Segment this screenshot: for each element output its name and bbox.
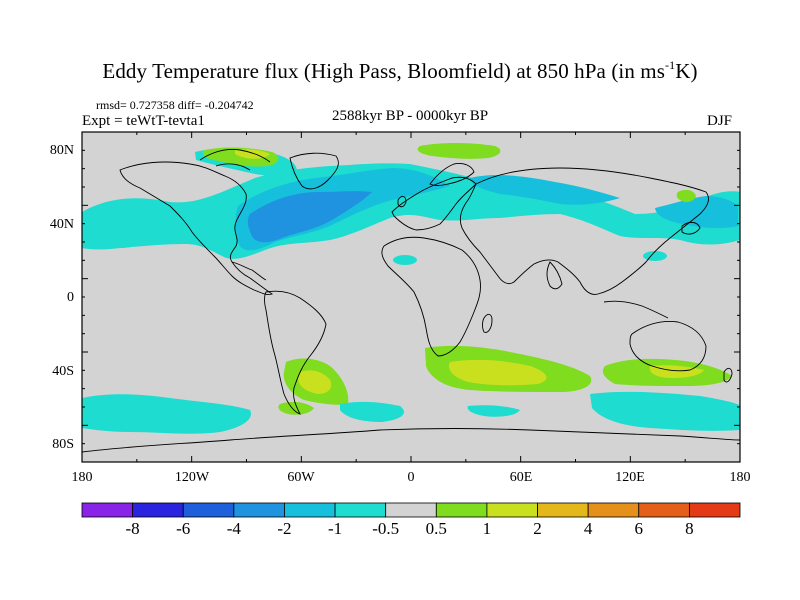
colorbar-label: -0.5 [372, 519, 400, 538]
n-pacific-blue-core [655, 196, 738, 229]
japan-coast [681, 221, 701, 235]
colorbar-label: -8 [125, 519, 140, 538]
greenland-green-patch [417, 143, 501, 159]
colorbar-swatch [182, 502, 235, 518]
indonesia-coast [603, 300, 669, 319]
flux-field [82, 143, 740, 434]
lon-label-180e: 180 [729, 470, 751, 485]
colorbar-swatch [435, 502, 488, 518]
australia-coast [629, 321, 707, 372]
colorbar-swatch [233, 502, 285, 518]
colorbar-label: -6 [176, 519, 191, 538]
colorbar-swatch [385, 502, 437, 518]
colorbar-swatch [537, 502, 589, 518]
southern-ocean-green-west [278, 401, 314, 415]
stats-line: rmsd= 0.727358 diff= -0.204742 [96, 98, 254, 112]
lat-label-40n: 40N [49, 217, 74, 232]
colorbar-label: -2 [277, 519, 292, 538]
canadian-arctic-coast [199, 149, 271, 171]
season-label: DJF [707, 113, 733, 129]
lon-label-120e: 120E [615, 470, 645, 485]
colorbar-label: 1 [482, 519, 492, 538]
lon-label-180w: 180 [71, 470, 93, 485]
southern-ocean-cyan-mid [467, 405, 520, 417]
colorbar-swatch [587, 502, 640, 518]
colorbar-label: 0.5 [425, 519, 447, 538]
colorbar-label: 8 [685, 519, 694, 538]
lon-label-60w: 60W [287, 470, 315, 485]
atlantic-deep-blue-core [247, 191, 372, 243]
southern-ocean-cyan-atl [340, 401, 404, 422]
lat-label-0: 0 [67, 290, 74, 305]
southern-ocean-cyan-west [82, 394, 251, 434]
madagascar-coast [482, 313, 493, 333]
colorbar-label: -1 [327, 519, 343, 538]
europe-coast [391, 176, 477, 231]
experiment-label: Expt = teWtT-tevta1 [82, 113, 205, 129]
colorbar-swatch [486, 502, 538, 518]
lon-label-120w: 120W [174, 470, 210, 485]
africa-coast [381, 236, 481, 357]
mid-atlantic-cyan-blob [100, 236, 140, 248]
southern-ocean-cyan-east [590, 391, 740, 431]
siberia-cyan-track [470, 175, 620, 205]
scandinavia-coast [429, 163, 475, 186]
colorbar-swatch [81, 502, 134, 518]
north-america-coast [119, 161, 274, 295]
colorbar-label: -4 [226, 519, 241, 538]
india-coast [546, 261, 563, 290]
chart-title: Eddy Temperature flux (High Pass, Bloomf… [0, 58, 800, 84]
lon-label-60e: 60E [509, 470, 533, 485]
south-america-yellow-core [298, 370, 332, 394]
lat-label-40s: 40S [52, 364, 74, 379]
south-america-coast [264, 290, 327, 415]
new-zealand-coast [723, 367, 733, 383]
antarctica-coast [82, 428, 740, 453]
asia-coast [459, 167, 709, 295]
lon-label-0: 0 [407, 470, 415, 485]
period-label: 2588kyr BP - 0000kyr BP [331, 108, 489, 124]
title-end: K) [675, 59, 698, 83]
colorbar-label: 6 [634, 519, 644, 538]
colorbar-label: 4 [583, 519, 593, 538]
title-superscript: -1 [665, 58, 676, 72]
colorbar-swatch [334, 502, 387, 518]
axis-ticks [81, 131, 741, 463]
australia-yellow-core [649, 365, 704, 378]
lat-label-80n: 80N [49, 143, 74, 158]
colorbar-swatch [132, 502, 184, 518]
pacific-green-blob [676, 189, 696, 203]
colorbar-swatch [284, 502, 336, 518]
uk-coast [397, 195, 407, 208]
colorbar-swatch [688, 502, 741, 518]
title-main: Eddy Temperature flux (High Pass, Bloomf… [102, 59, 666, 83]
coastlines [82, 149, 740, 453]
colorbar-swatch [638, 502, 690, 518]
subtropical-cyan-blob [393, 255, 417, 265]
south-indian-yellow-core [448, 359, 547, 386]
lat-label-80s: 80S [52, 437, 74, 452]
colorbar-label: 2 [533, 519, 542, 538]
greenland-coast [289, 152, 339, 190]
central-america-coast [231, 261, 267, 281]
